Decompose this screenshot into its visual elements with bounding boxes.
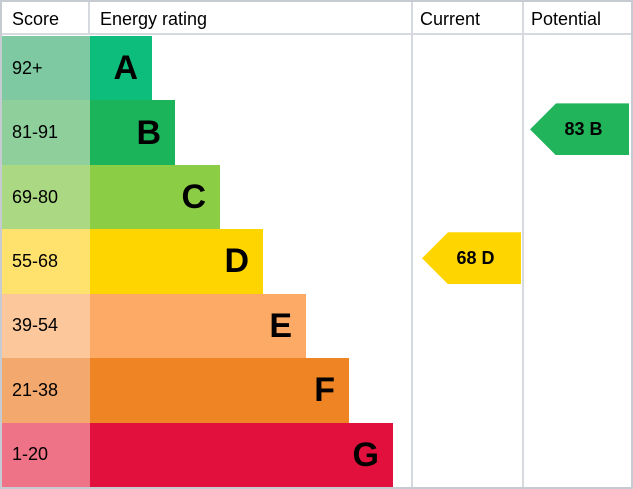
current-rating-arrow: 68 D [422, 232, 521, 285]
band-g-bar-track: G [90, 422, 412, 487]
band-f-bar: F [90, 358, 349, 423]
current-rating-cell: 68 D [412, 229, 523, 293]
band-b-bar-track: B [90, 100, 412, 165]
band-a-letter: A [113, 49, 138, 88]
energy-rating-column-header: Energy rating [90, 2, 412, 36]
score-header-divider [88, 2, 90, 34]
current-rating-label: 68 D [456, 247, 495, 268]
score-column-header: Score [2, 2, 90, 36]
current-column-divider [411, 2, 413, 487]
band-c-bar-track: C [90, 164, 412, 230]
band-f-letter: F [314, 371, 335, 410]
band-e-bar: E [90, 293, 306, 359]
band-d-score-range: 55-68 [2, 229, 90, 294]
potential-rating-label: 83 B [564, 118, 603, 139]
band-a-bar: A [90, 36, 152, 101]
band-g-letter: G [352, 435, 379, 474]
band-d-bar-track: D [90, 229, 412, 294]
band-f-bar-track: F [90, 358, 412, 423]
band-a-score-range: 92+ [2, 36, 90, 101]
band-e-letter: E [269, 306, 292, 345]
band-b-bar: B [90, 100, 175, 165]
band-e-score-range: 39-54 [2, 293, 90, 359]
band-a-bar-track: A [90, 36, 412, 101]
potential-rating-arrow: 83 B [530, 103, 629, 156]
header-divider [2, 33, 631, 35]
current-column-header: Current [412, 2, 523, 36]
band-c-letter: C [181, 178, 206, 217]
potential-rating-cell: 83 B [523, 100, 631, 164]
band-c-bar: C [90, 164, 220, 230]
band-b-score-range: 81-91 [2, 100, 90, 165]
band-c-score-range: 69-80 [2, 164, 90, 230]
potential-column-divider [522, 2, 524, 487]
potential-column-header: Potential [523, 2, 631, 36]
band-d-letter: D [224, 242, 249, 281]
band-e-bar-track: E [90, 293, 412, 359]
band-b-letter: B [136, 113, 161, 152]
band-f-score-range: 21-38 [2, 358, 90, 423]
band-g-score-range: 1-20 [2, 422, 90, 487]
band-g-bar: G [90, 422, 393, 487]
band-d-bar: D [90, 229, 263, 294]
